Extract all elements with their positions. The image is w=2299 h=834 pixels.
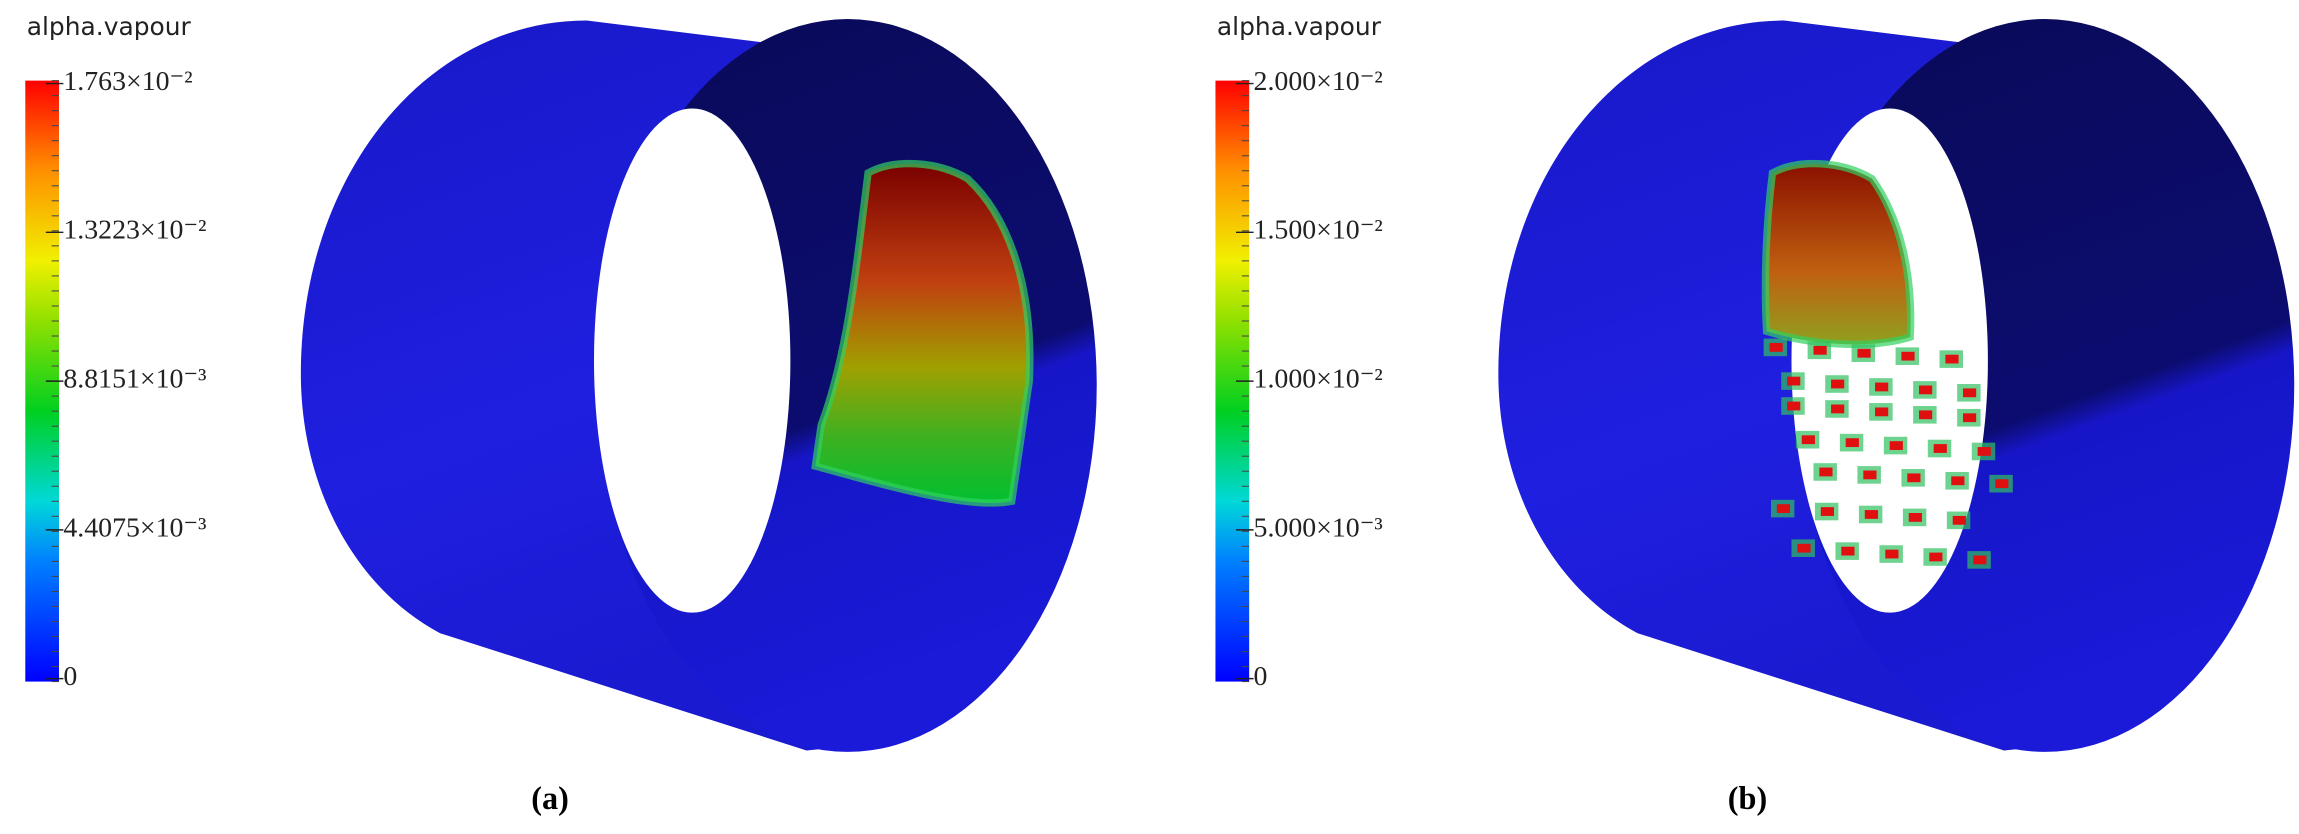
vapour-spot	[1962, 413, 1977, 423]
colorbar-tick-label: 1.500×10⁻²	[1254, 215, 1383, 246]
vapour-spot	[1845, 438, 1859, 448]
vapour-spot	[1797, 543, 1811, 553]
cylinder	[300, 19, 1097, 752]
vapour-spot	[1952, 515, 1966, 525]
colorbar-tick-label: 1.3223×10⁻²	[63, 215, 206, 246]
vapour-spot	[1919, 410, 1933, 420]
vapour-spot	[1831, 404, 1845, 414]
colorbar-tick-label: 4.4075×10⁻³	[63, 512, 206, 543]
vapour-region	[811, 159, 1034, 507]
vapour-spot	[1908, 513, 1922, 522]
vapour-spot	[1875, 382, 1889, 392]
vapour-spot	[1776, 504, 1791, 514]
vapour-spot	[1787, 401, 1801, 411]
colorbar-tick-label: 0	[1254, 661, 1268, 692]
vapour-spot	[1841, 546, 1855, 556]
vapour-spot	[1801, 435, 1815, 445]
caption: (b)	[1728, 780, 1767, 816]
cylinder-far-opening	[593, 108, 791, 613]
colorbar-tick-label: 2.000×10⁻²	[1254, 66, 1383, 97]
colorbar-title: alpha.vapour	[1217, 12, 1382, 41]
vapour-spot	[1831, 379, 1845, 389]
colorbar-tick-label: 1.763×10⁻²	[63, 66, 192, 97]
vapour-spot	[1813, 345, 1827, 355]
vapour-spot	[1857, 348, 1871, 358]
vapour-spot	[1977, 447, 1991, 456]
vapour-spot	[1919, 385, 1933, 395]
vapour-spot	[1951, 476, 1965, 486]
caption: (a)	[531, 780, 569, 816]
vapour-spot	[1875, 407, 1889, 417]
vapour-spot	[1864, 510, 1878, 519]
cylinder	[1498, 19, 2295, 752]
vapour-spot	[1973, 555, 1987, 565]
colorbar-tick-label: 1.000×10⁻²	[1254, 363, 1383, 394]
vapour-spot	[1945, 354, 1959, 364]
vapour-spot	[1769, 342, 1783, 352]
vapour-spot	[1907, 473, 1921, 483]
vapour-spot	[1929, 552, 1943, 562]
colorbar-tick-label: 5.000×10⁻³	[1254, 512, 1383, 543]
vapour-region	[1761, 159, 1915, 348]
vapour-spot	[1820, 507, 1834, 516]
vapour-spot	[1995, 479, 2009, 489]
panel: alpha.vapour 1.763×10⁻² 1.3223×10⁻² 8.8151×…	[25, 12, 1097, 816]
vapour-spot	[1962, 388, 1977, 398]
colorbar-tick-label: 8.8151×10⁻³	[63, 363, 206, 394]
panel: alpha.vapour 2.000×10⁻² 1.500×10⁻² 1.000×10…	[1215, 12, 2295, 816]
colorbar-tick-label: 0	[63, 661, 77, 692]
vapour-spot	[1819, 467, 1833, 477]
vapour-spot	[1933, 444, 1947, 453]
vapour-spot	[1889, 441, 1903, 450]
vapour-spot	[1885, 549, 1899, 559]
vapour-spot	[1901, 351, 1915, 361]
vapour-spot	[1787, 376, 1801, 386]
vapour-spot	[1863, 470, 1877, 480]
colorbar-title: alpha.vapour	[27, 12, 192, 41]
